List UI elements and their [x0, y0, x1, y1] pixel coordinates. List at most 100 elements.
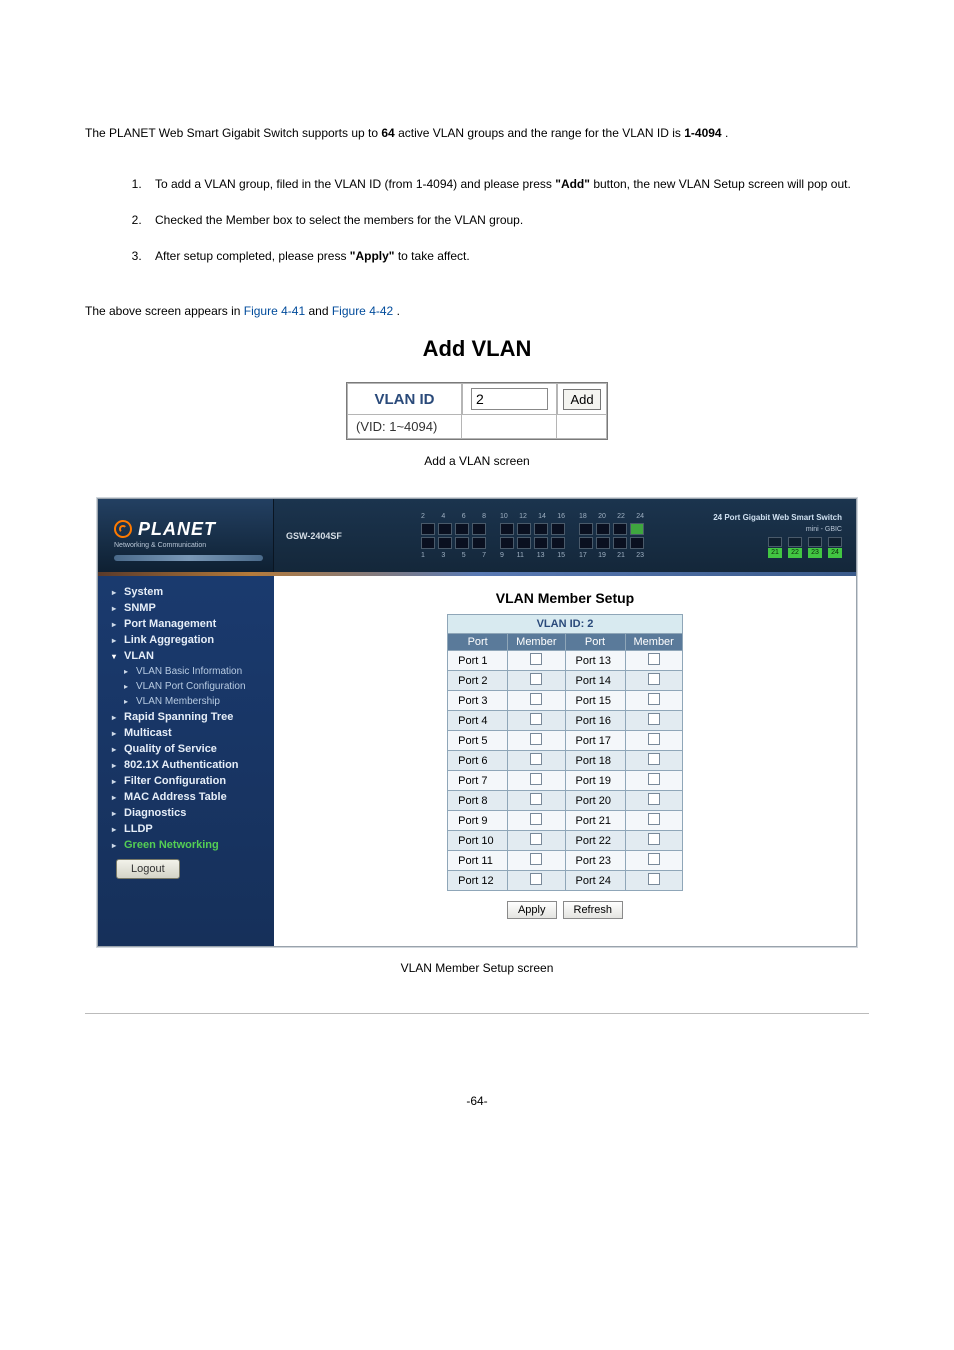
member-cell	[508, 731, 565, 751]
figure-ref-line: The above screen appears in Figure 4-41 …	[85, 304, 869, 318]
port-cell: Port 6	[448, 751, 508, 771]
sidebar-item[interactable]: ▸ Rapid Spanning Tree	[104, 709, 268, 725]
member-checkbox[interactable]	[530, 733, 542, 745]
member-cell	[625, 811, 682, 831]
sidebar-item[interactable]: ▸Multicast	[104, 725, 268, 741]
port-slot	[551, 537, 565, 549]
port-cell: Port 24	[565, 871, 625, 891]
apply-button[interactable]: Apply	[507, 901, 557, 919]
member-checkbox[interactable]	[648, 813, 660, 825]
port-slot	[630, 537, 644, 549]
port-cell: Port 1	[448, 651, 508, 671]
add-vlan-figure: Add VLAN VLAN ID Add (VID: 1~4094)	[85, 336, 869, 440]
sidebar-item-label: Rapid Spanning Tree	[124, 711, 233, 723]
member-cell	[508, 851, 565, 871]
figref-and: and	[308, 304, 331, 318]
gbic-port-icon	[808, 537, 822, 547]
port-slot	[596, 523, 610, 535]
sidebar-item[interactable]: ▸Diagnostics	[104, 805, 268, 821]
member-checkbox[interactable]	[530, 853, 542, 865]
member-checkbox[interactable]	[648, 733, 660, 745]
member-checkbox[interactable]	[648, 673, 660, 685]
vlan-member-title: VLAN Member Setup	[496, 590, 634, 606]
gbic-port-icon	[768, 537, 782, 547]
sidebar-item[interactable]: ▸Green Networking	[104, 837, 268, 853]
member-checkbox[interactable]	[530, 693, 542, 705]
member-checkbox[interactable]	[530, 713, 542, 725]
member-cell	[625, 851, 682, 871]
page-number: -64-	[85, 1094, 869, 1108]
caption-add-vlan: Add a VLAN screen	[85, 454, 869, 468]
refresh-button[interactable]: Refresh	[563, 901, 624, 919]
sidebar-item[interactable]: ▸Link Aggregation	[104, 632, 268, 648]
intro-range: 1-4094	[684, 126, 721, 140]
member-checkbox[interactable]	[648, 653, 660, 665]
sidebar-item-label: LLDP	[124, 823, 153, 835]
add-vlan-title: Add VLAN	[85, 336, 869, 362]
sidebar-item[interactable]: ▸MAC Address Table	[104, 789, 268, 805]
vlan-id-input[interactable]	[471, 388, 548, 410]
member-checkbox[interactable]	[530, 673, 542, 685]
port-cell: Port 23	[565, 851, 625, 871]
table-header-cell: Port	[565, 634, 625, 651]
sidebar-item[interactable]: ▸SNMP	[104, 600, 268, 616]
member-checkbox[interactable]	[648, 793, 660, 805]
sidebar-item-label: System	[124, 586, 163, 598]
member-checkbox[interactable]	[530, 793, 542, 805]
sidebar-subitem-label: VLAN Membership	[136, 696, 220, 707]
switch-title: 24 Port Gigabit Web Smart Switch	[713, 513, 842, 522]
sidebar-item[interactable]: ▾VLAN	[104, 648, 268, 664]
member-checkbox[interactable]	[648, 853, 660, 865]
member-checkbox[interactable]	[530, 833, 542, 845]
footer-rule	[85, 1013, 869, 1014]
port-slot	[517, 537, 531, 549]
member-checkbox[interactable]	[648, 833, 660, 845]
sidebar-item[interactable]: ▸Port Management	[104, 616, 268, 632]
gbic-port-icon	[828, 537, 842, 547]
sidebar-subitem[interactable]: ▸VLAN Port Configuration	[104, 679, 268, 694]
member-checkbox[interactable]	[648, 693, 660, 705]
table-row: Port 3Port 15	[448, 691, 683, 711]
figref-1: Figure 4-41	[244, 304, 305, 318]
port-cell: Port 22	[565, 831, 625, 851]
chevron-right-icon: ▸	[112, 761, 118, 770]
port-slot	[500, 523, 514, 535]
chevron-right-icon: ▸	[112, 713, 118, 722]
sidebar-item[interactable]: ▸System	[104, 584, 268, 600]
member-checkbox[interactable]	[648, 773, 660, 785]
member-checkbox[interactable]	[530, 653, 542, 665]
step1-vid: VLAN ID	[334, 177, 381, 191]
table-row: Port 2Port 14	[448, 671, 683, 691]
logout-button[interactable]: Logout	[116, 859, 180, 879]
table-row: Port 4Port 16	[448, 711, 683, 731]
add-button[interactable]: Add	[563, 389, 600, 410]
member-checkbox[interactable]	[530, 873, 542, 885]
sidebar-item[interactable]: ▸Quality of Service	[104, 741, 268, 757]
screenshot-body: ▸System▸SNMP▸Port Management▸Link Aggreg…	[98, 576, 856, 946]
member-checkbox[interactable]	[530, 773, 542, 785]
ports-area: GSW-2404SF 24681357101214169111315182022…	[274, 499, 856, 572]
figref-end: .	[397, 304, 400, 318]
caption-member-setup: VLAN Member Setup screen	[85, 961, 869, 975]
steps-list: To add a VLAN group, filed in the VLAN I…	[145, 166, 869, 274]
sidebar-item[interactable]: ▸LLDP	[104, 821, 268, 837]
port-cell: Port 12	[448, 871, 508, 891]
member-checkbox[interactable]	[530, 753, 542, 765]
sidebar-nav: ▸System▸SNMP▸Port Management▸Link Aggreg…	[98, 576, 274, 946]
sidebar-subitem[interactable]: ▸VLAN Basic Information	[104, 664, 268, 679]
sidebar-item[interactable]: ▸Filter Configuration	[104, 773, 268, 789]
sidebar-item-label: MAC Address Table	[124, 791, 227, 803]
member-cell	[625, 831, 682, 851]
member-checkbox[interactable]	[648, 873, 660, 885]
member-cell	[625, 671, 682, 691]
table-row: Port 6Port 18	[448, 751, 683, 771]
intro-groups: 64	[381, 126, 394, 140]
gbic-port-num: 23	[808, 548, 822, 558]
sidebar-item[interactable]: ▸802.1X Authentication	[104, 757, 268, 773]
member-checkbox[interactable]	[648, 753, 660, 765]
gbic-port-icon	[788, 537, 802, 547]
member-checkbox[interactable]	[530, 813, 542, 825]
member-cell	[508, 791, 565, 811]
sidebar-subitem[interactable]: ▸VLAN Membership	[104, 694, 268, 709]
member-checkbox[interactable]	[648, 713, 660, 725]
